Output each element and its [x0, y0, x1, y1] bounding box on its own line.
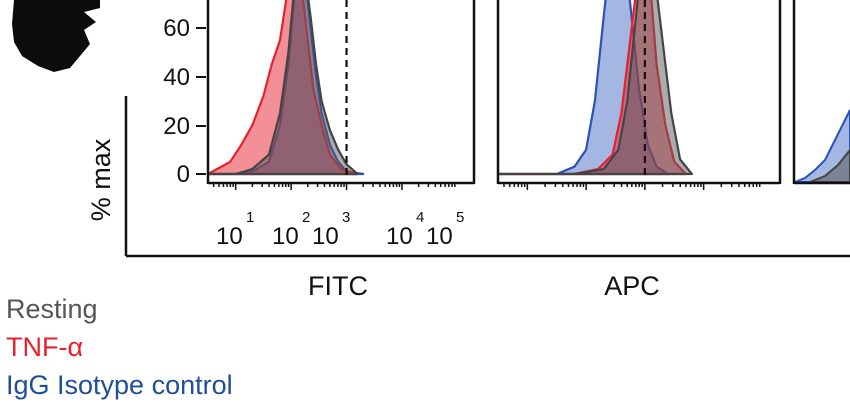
x-tick-label: 10 4	[386, 209, 424, 250]
organ-silhouette-icon	[0, 0, 100, 72]
y-tick-label: 0	[177, 161, 190, 188]
y-tick-label: 20	[163, 113, 190, 140]
histogram-series-resting	[208, 0, 359, 176]
histogram-curves	[498, 0, 693, 176]
svg-text:4: 4	[416, 209, 424, 226]
legend-item-igg-isotype: IgG Isotype control	[6, 370, 233, 400]
panel-fitc	[206, 0, 476, 190]
y-tick-label: 40	[163, 64, 190, 91]
x-tick-label: 10 3	[312, 209, 350, 250]
histogram-fill-igg-cropped	[794, 109, 850, 183]
svg-text:10: 10	[426, 223, 453, 250]
svg-text:10: 10	[386, 223, 413, 250]
y-tick-label: 60	[163, 15, 190, 42]
legend-item-tnf-alpha: TNF-α	[6, 332, 84, 362]
svg-text:1: 1	[246, 209, 254, 226]
svg-text:10: 10	[216, 223, 243, 250]
panel-apc	[496, 0, 782, 190]
svg-text:10: 10	[312, 223, 339, 250]
x-tick-label: 10 1	[216, 209, 254, 250]
panel-cropped	[792, 0, 850, 185]
x-tick-label: 10 2	[272, 209, 310, 250]
histogram-curves	[208, 0, 365, 176]
svg-text:3: 3	[342, 209, 350, 226]
legend-item-resting: Resting	[6, 294, 98, 324]
svg-text:5: 5	[456, 209, 464, 226]
svg-text:2: 2	[302, 209, 310, 226]
svg-text:10: 10	[272, 223, 299, 250]
histogram-series-resting	[498, 0, 693, 176]
y-axis-label: % max	[86, 138, 116, 221]
x-axis-label-fitc: FITC	[308, 271, 368, 301]
x-axis-label-apc: APC	[604, 271, 660, 301]
x-tick-label: 10 5	[426, 209, 464, 250]
